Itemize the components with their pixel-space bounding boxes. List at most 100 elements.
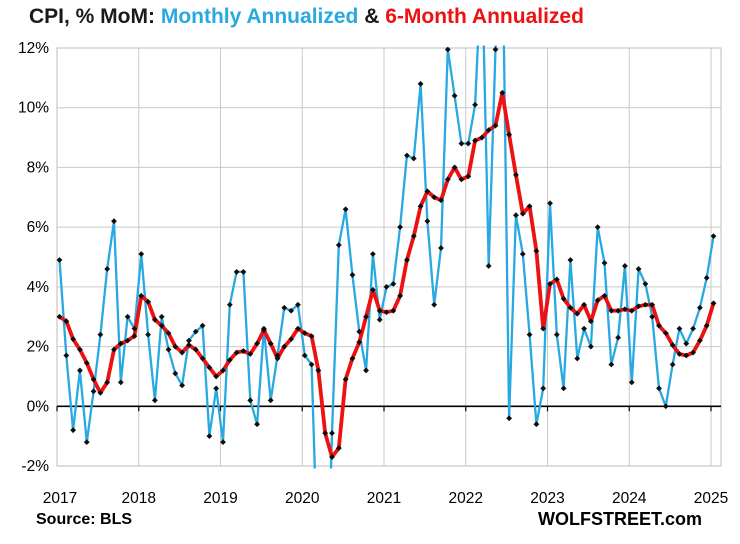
data-point-marker — [199, 355, 206, 362]
data-point-marker — [485, 127, 492, 134]
x-tick-label: 2022 — [449, 490, 483, 507]
data-point-marker — [656, 322, 662, 329]
data-point-marker — [111, 346, 117, 353]
data-point-marker — [369, 251, 376, 257]
data-point-marker — [676, 351, 683, 357]
data-point-marker — [199, 322, 206, 329]
data-point-marker — [267, 340, 274, 347]
data-point-marker — [77, 346, 83, 353]
data-point-marker — [703, 322, 710, 329]
data-point-marker — [622, 263, 628, 269]
y-tick-label: 12% — [18, 40, 49, 57]
data-point-marker — [656, 385, 662, 392]
data-point-marker — [533, 421, 540, 428]
data-point-marker — [376, 316, 383, 323]
data-point-marker — [295, 301, 301, 308]
data-point-marker — [492, 46, 499, 53]
x-tick-label: 2019 — [203, 490, 237, 507]
data-point-marker — [267, 397, 274, 404]
data-point-marker — [158, 322, 165, 329]
data-point-marker — [615, 307, 622, 314]
data-point-marker — [363, 367, 369, 374]
data-point-marker — [179, 382, 186, 389]
data-point-marker — [513, 171, 519, 178]
data-point-marker — [676, 325, 683, 332]
x-tick-label: 2018 — [122, 490, 156, 507]
data-point-marker — [247, 397, 254, 404]
y-tick-label: -2% — [21, 458, 49, 475]
data-point-marker — [220, 367, 226, 374]
data-point-marker — [90, 388, 97, 395]
chart-title-series2: 6-Month Annualized — [385, 5, 584, 28]
data-point-marker — [492, 122, 499, 129]
data-point-marker — [601, 260, 608, 266]
data-point-marker — [158, 313, 165, 320]
data-point-marker — [451, 92, 458, 99]
series-line-six_month_red — [57, 90, 716, 459]
x-tick-label: 2021 — [367, 490, 401, 507]
data-point-marker — [63, 352, 70, 359]
data-point-marker — [628, 307, 635, 314]
x-tick-label: 2025 — [694, 490, 728, 507]
data-point-marker — [206, 364, 213, 371]
data-point-marker — [349, 272, 356, 278]
data-point-marker — [506, 415, 513, 422]
data-point-marker — [151, 316, 158, 323]
data-point-marker — [97, 389, 104, 396]
data-point-marker — [444, 176, 451, 183]
data-point-marker — [342, 376, 349, 383]
source-note: Source: BLS — [36, 511, 133, 528]
chart-title-ampersand: & — [358, 5, 386, 28]
data-point-marker — [438, 197, 444, 204]
data-point-marker — [308, 333, 315, 340]
data-point-marker — [526, 331, 533, 338]
data-point-marker — [513, 212, 519, 219]
data-point-marker — [642, 301, 649, 308]
data-point-marker — [383, 283, 390, 290]
data-point-marker — [499, 89, 506, 96]
x-tick-label: 2020 — [285, 490, 320, 507]
data-point-marker — [587, 318, 594, 325]
data-point-marker — [56, 257, 63, 263]
data-point-marker — [117, 379, 124, 386]
data-point-marker — [622, 306, 628, 313]
data-point-marker — [308, 361, 315, 368]
data-point-marker — [696, 337, 703, 344]
data-point-marker — [438, 245, 444, 251]
x-tick-label: 2024 — [612, 490, 647, 507]
data-point-marker — [417, 80, 424, 87]
data-point-marker — [526, 203, 533, 210]
data-point-marker — [335, 445, 342, 451]
data-point-marker — [131, 333, 138, 340]
data-point-marker — [295, 325, 301, 332]
data-point-marker — [431, 194, 438, 201]
data-point-marker — [649, 301, 656, 308]
data-point-marker — [254, 421, 260, 428]
data-point-marker — [690, 349, 696, 356]
data-point-marker — [247, 351, 254, 357]
data-point-marker — [335, 242, 342, 248]
data-point-marker — [710, 233, 717, 239]
data-point-marker — [424, 218, 431, 225]
data-point-marker — [662, 403, 669, 410]
data-point-marker — [628, 379, 635, 386]
data-point-marker — [192, 346, 199, 353]
data-point-marker — [635, 266, 642, 272]
data-point-marker — [138, 251, 145, 257]
data-point-marker — [233, 349, 240, 356]
data-point-marker — [574, 310, 581, 317]
data-point-marker — [90, 376, 97, 383]
chart-title: CPI, % MoM: Monthly Annualized & 6-Month… — [29, 5, 584, 29]
data-point-marker — [363, 313, 369, 320]
data-point-marker — [431, 301, 438, 308]
data-point-marker — [581, 325, 587, 332]
data-point-marker — [83, 439, 90, 446]
data-point-marker — [410, 233, 417, 239]
data-point-marker — [587, 343, 594, 350]
data-point-marker — [560, 295, 567, 302]
data-point-marker — [322, 430, 329, 437]
data-point-marker — [124, 337, 131, 344]
data-point-marker — [356, 328, 363, 335]
data-point-marker — [145, 298, 151, 305]
data-point-marker — [410, 155, 417, 162]
